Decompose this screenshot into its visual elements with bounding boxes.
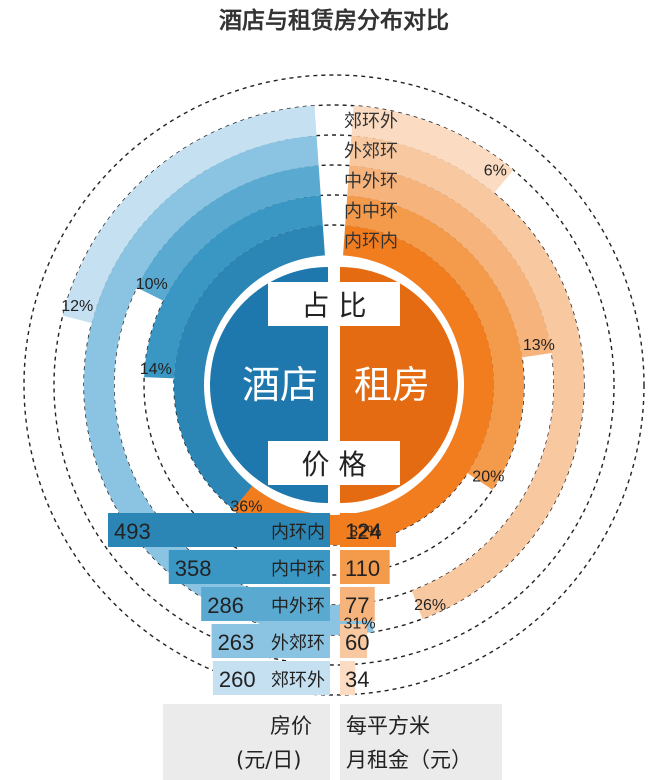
hotel-share-label-1: 32% [349, 524, 381, 541]
rental-price-bar-5 [340, 661, 356, 695]
hotel-caption-line2: (元/日) [236, 748, 302, 772]
rental-caption-box [340, 704, 502, 780]
rental-price-value-1: 124 [345, 519, 382, 544]
price-bars: 493 内环内 124 358 内中环 110 286 中外环 77 263 外郊环 60 260 郊环外… [108, 513, 396, 695]
ring-guides [23, 74, 645, 696]
share-label: 占 比 [302, 289, 367, 322]
hotel-hub-label: 酒店 [242, 363, 318, 407]
ring-label-4: 外郊环 [344, 141, 398, 162]
rental-price-bar-2 [340, 550, 390, 584]
center-hub: 占 比价 格 酒店 租房 [210, 267, 458, 503]
hotel-share-label-4: 31% [344, 616, 376, 633]
ring-label-2: 内中环 [344, 201, 398, 222]
price-category-2: 内中环 [271, 559, 325, 580]
rental-share-label-3: 13% [523, 337, 555, 354]
rental-price-value-2: 110 [345, 556, 380, 581]
rental-share-label-4: 26% [414, 597, 446, 614]
ring-label-1: 内环内 [344, 231, 398, 252]
hotel-share-arc-1 [174, 225, 376, 545]
price-category-3: 中外环 [271, 596, 325, 617]
hotel-price-value-4: 263 [218, 630, 255, 655]
rental-price-value-5: 34 [345, 667, 369, 692]
rental-price-bar-4 [340, 624, 368, 658]
rental-price-bar-3 [340, 587, 375, 621]
price-category-4: 外郊环 [271, 633, 325, 654]
rental-caption-line1: 每平方米 [346, 714, 430, 738]
rental-share-arc-5 [351, 105, 514, 194]
hotel-price-value-1: 493 [114, 519, 151, 544]
hotel-price-bar-3 [201, 587, 330, 621]
rental-share-arc-4 [349, 135, 585, 619]
rental-share-arc-2 [345, 195, 525, 490]
hotel-price-bar-5 [212, 661, 330, 695]
hotel-price-bar-4 [211, 624, 330, 658]
hotel-share-label-3: 10% [136, 276, 168, 293]
hotel-share-arc-2 [144, 195, 323, 379]
rental-share-label-1: 36% [230, 499, 262, 516]
hotel-caption-box [163, 704, 330, 780]
hotel-price-value-2: 358 [175, 556, 212, 581]
rental-caption-line2: 月租金（元） [346, 748, 472, 772]
price-label: 价 格 [302, 448, 367, 481]
chart-title: 酒店与租赁房分布对比 [219, 7, 449, 34]
hotel-price-value-3: 286 [207, 593, 244, 618]
hotel-price-value-5: 260 [219, 667, 256, 692]
ring-label-3: 中外环 [344, 171, 398, 192]
rental-hub-label: 租房 [354, 363, 430, 407]
ring-guide-5 [53, 104, 615, 666]
hotel-price-bar-2 [168, 550, 330, 584]
ring-guide-6 [23, 74, 645, 696]
ring-label-5: 郊环外 [344, 111, 398, 132]
hotel-share-arc-3 [136, 165, 321, 301]
rental-share-label-5: 6% [484, 163, 507, 180]
rental-price-value-3: 77 [345, 593, 369, 618]
hotel-share-label-5: 12% [61, 298, 93, 315]
rental-share-arc-3 [347, 165, 552, 358]
price-category-5: 郊环外 [271, 670, 325, 691]
hotel-share-label-2: 14% [140, 361, 172, 378]
price-label-box [268, 441, 400, 485]
rental-price-value-4: 60 [345, 630, 369, 655]
hotel-caption-line1: 房价 [270, 714, 312, 738]
rental-share-label-2: 20% [472, 469, 504, 486]
price-category-1: 内环内 [271, 522, 325, 543]
chart-labels: 内环内 32% 36% 内中环 14% 20% 中外环 10% 13% 外郊环 31% 26% 郊环外 1… [61, 111, 555, 633]
hotel-share-arc-5 [62, 105, 317, 324]
hotel-price-bar-1 [108, 513, 330, 547]
share-label-box [268, 282, 400, 326]
rental-price-bar-1 [340, 513, 396, 547]
